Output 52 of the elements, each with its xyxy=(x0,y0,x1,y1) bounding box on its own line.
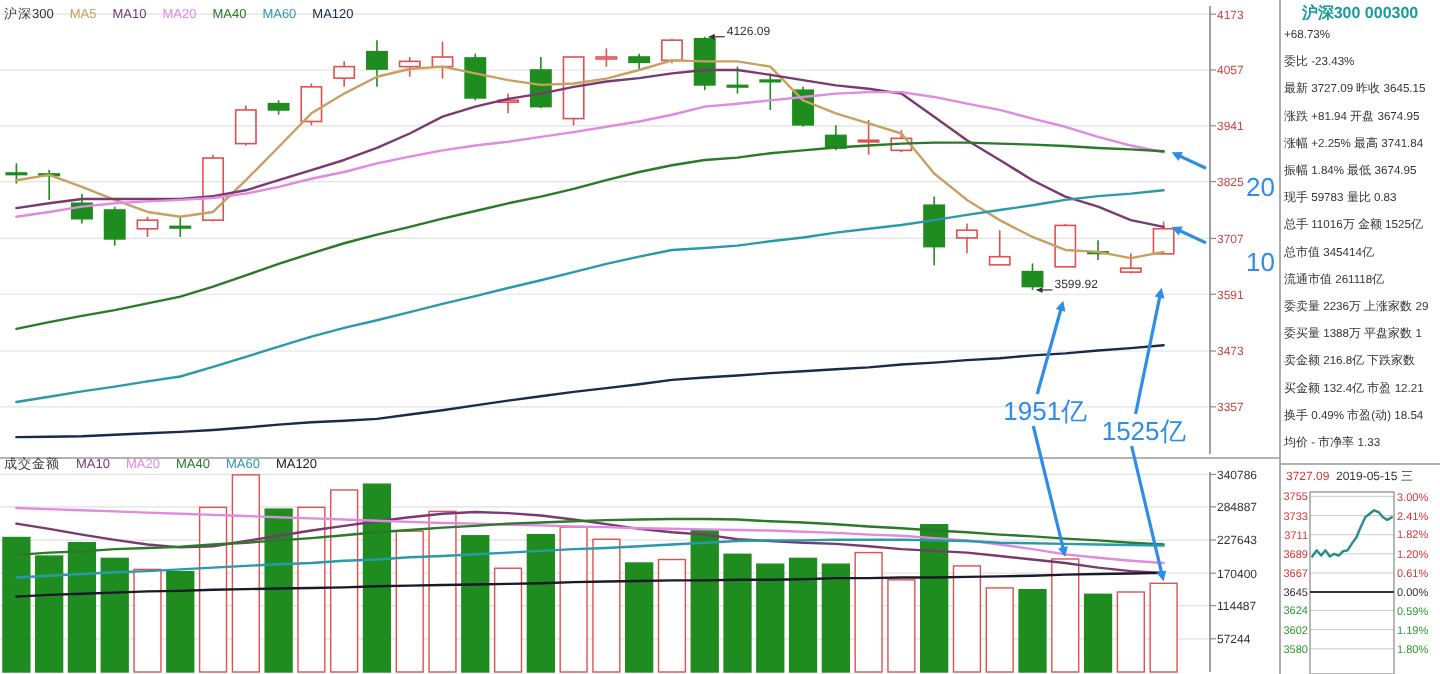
bar xyxy=(559,526,588,673)
bar xyxy=(592,538,621,673)
candlestick xyxy=(923,195,946,267)
bar xyxy=(1149,582,1178,673)
bar xyxy=(788,557,818,673)
candlestick xyxy=(169,215,192,238)
line-series xyxy=(15,538,1165,579)
candlestick xyxy=(955,222,978,255)
bar xyxy=(133,568,162,673)
bar xyxy=(690,529,719,673)
bar xyxy=(166,571,195,673)
candlestick xyxy=(398,56,421,78)
text: 沪深300 000300 xyxy=(1299,2,1420,22)
bar xyxy=(428,510,457,673)
text: 10 xyxy=(1246,246,1275,277)
bar xyxy=(756,563,785,673)
line-series xyxy=(1311,509,1393,558)
text: 20 xyxy=(1246,172,1275,203)
bar xyxy=(1018,588,1047,673)
annotation: 1525亿 xyxy=(1101,416,1186,446)
annotation: 1951亿 xyxy=(1003,396,1088,426)
line-series xyxy=(15,506,1165,565)
bar xyxy=(461,535,490,673)
bar xyxy=(100,557,129,673)
bar xyxy=(952,565,982,673)
bar xyxy=(985,587,1014,673)
bar xyxy=(657,558,687,673)
bar xyxy=(231,474,260,673)
line-series xyxy=(15,517,1165,557)
bar xyxy=(625,562,654,673)
bar xyxy=(526,533,555,673)
bar xyxy=(264,508,293,673)
bar xyxy=(395,530,424,673)
candlestick xyxy=(365,39,388,88)
bar xyxy=(920,524,949,673)
bar xyxy=(35,555,64,673)
bar xyxy=(723,553,752,673)
bar xyxy=(198,506,228,673)
bar xyxy=(1116,591,1145,673)
bar xyxy=(493,567,523,673)
bar xyxy=(67,542,97,673)
candlestick xyxy=(1119,252,1142,273)
bar xyxy=(1051,558,1080,673)
bar xyxy=(821,563,850,673)
candlestick xyxy=(333,60,356,88)
bar xyxy=(330,489,359,673)
line-series xyxy=(15,90,1165,218)
bar xyxy=(854,551,883,673)
bar xyxy=(887,579,916,673)
bar xyxy=(2,536,31,673)
bar xyxy=(1083,593,1113,673)
bar xyxy=(362,483,392,673)
